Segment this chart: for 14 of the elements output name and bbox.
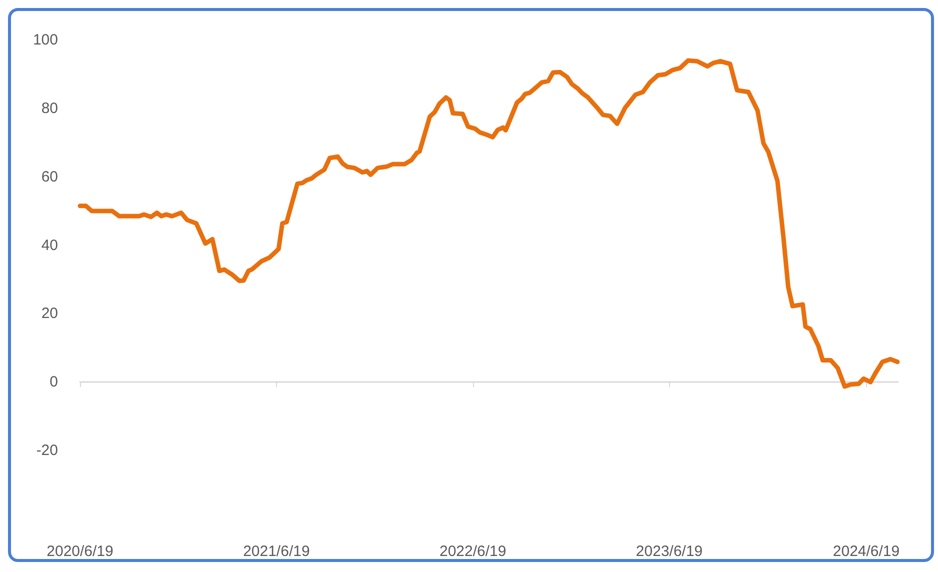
y-tick-label: 80 [41, 100, 58, 117]
y-tick-label: 100 [32, 32, 58, 48]
chart-frame: -20 0 20 40 60 80 100 2020/6/19 2021/6/19 2022/6/19 2023/6/19 2024/6/19 [8, 8, 934, 562]
y-tick-label: 0 [50, 374, 58, 391]
x-tick-label: 2024/6/19 [832, 543, 900, 560]
x-tick-label: 2021/6/19 [243, 543, 310, 560]
y-tick-label: 60 [41, 168, 58, 186]
x-tick-label: 2023/6/19 [636, 543, 703, 560]
x-tick-label: 2022/6/19 [439, 543, 506, 560]
x-tick-label: 2020/6/19 [46, 543, 114, 560]
y-tick-label: 20 [41, 305, 58, 322]
y-tick-label: 40 [41, 236, 58, 254]
y-tick-label: -20 [36, 442, 58, 459]
line-series [78, 58, 900, 389]
